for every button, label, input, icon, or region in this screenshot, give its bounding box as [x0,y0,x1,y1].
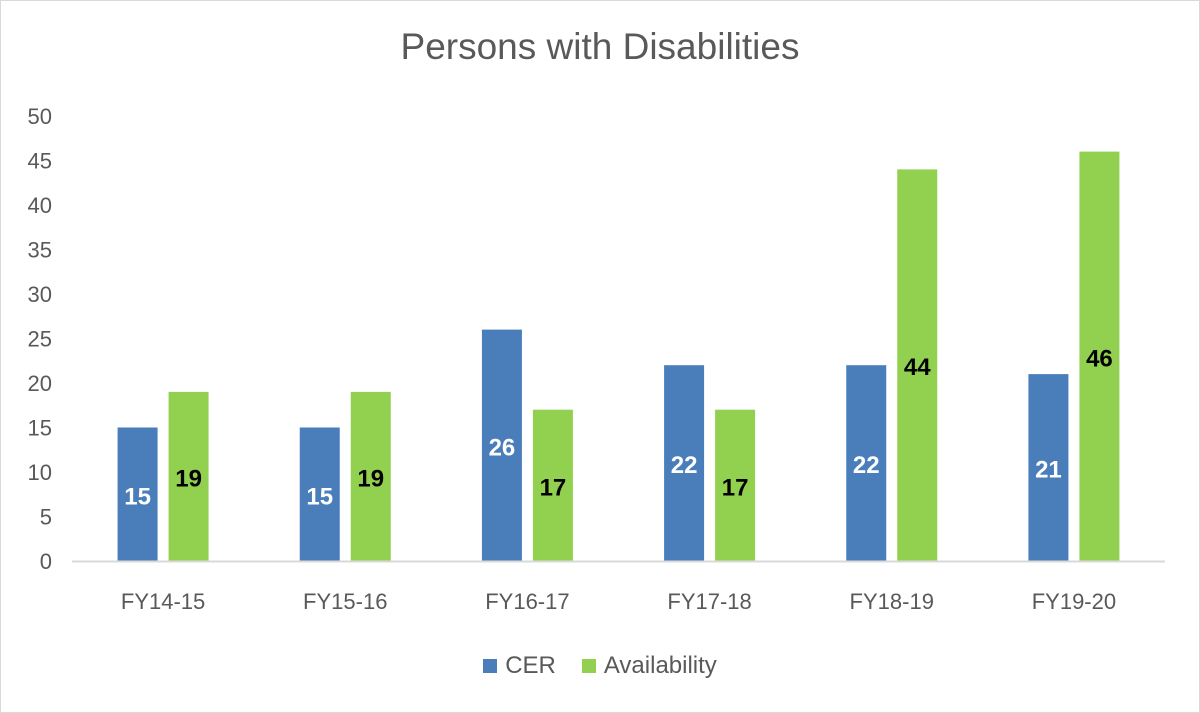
y-tick-label: 15 [28,416,52,441]
data-label: 44 [904,354,931,381]
legend-label-cer: CER [505,652,556,679]
legend-item-cer: CER [483,652,556,680]
data-label: 21 [1035,457,1062,484]
data-label: 22 [671,452,698,479]
x-tick-label: FY16-17 [485,589,569,614]
chart-title: Persons with Disabilities [400,26,800,67]
y-tick-label: 50 [28,104,52,129]
bar-availability [350,391,391,561]
bar-availability [532,409,573,561]
data-label: 46 [1086,345,1113,372]
x-tick-label: FY17-18 [667,589,751,614]
y-tick-label: 10 [28,460,52,485]
legend-swatch-cer [483,659,498,673]
data-label: 19 [357,465,384,492]
y-tick-label: 20 [28,371,52,396]
x-tick-label: FY14-15 [121,589,205,614]
bar-cer [299,427,340,561]
x-tick-label: FY15-16 [303,589,387,614]
y-tick-label: 5 [40,505,52,530]
data-label: 15 [124,483,151,510]
x-tick-label: FY19-20 [1032,589,1116,614]
data-label: 15 [306,483,333,510]
data-label: 17 [722,474,749,501]
legend-item-availability: Availability [581,652,717,680]
bar-availability [1079,151,1120,561]
legend: CER Availability [0,652,1200,680]
bar-availability [715,409,756,561]
legend-label-availability: Availability [603,652,717,679]
bar-cer [117,427,158,561]
bar-cer [1028,374,1069,561]
y-tick-label: 30 [28,282,52,307]
data-label: 19 [175,465,202,492]
x-tick-label: FY18-19 [850,589,934,614]
bar-cer [846,365,887,561]
y-tick-label: 25 [28,327,52,352]
bar-availability [897,169,938,561]
bar-cer [664,365,705,561]
y-tick-label: 0 [40,549,52,574]
y-tick-label: 40 [28,193,52,218]
data-label: 26 [489,434,516,461]
legend-swatch-availability [581,659,596,673]
data-label: 17 [540,474,567,501]
y-tick-label: 45 [28,149,52,174]
bar-cer [481,329,522,561]
data-label: 22 [853,452,880,479]
bar-availability [168,391,209,561]
y-tick-label: 35 [28,238,52,263]
